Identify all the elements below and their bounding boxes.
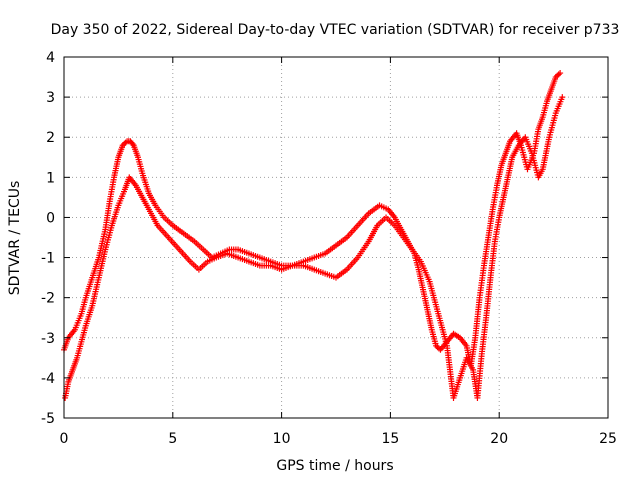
y-tick-label: -4 <box>41 371 55 387</box>
x-tick-label: 10 <box>273 431 291 447</box>
x-tick-label: 5 <box>168 431 177 447</box>
y-tick-label: -5 <box>41 411 55 427</box>
y-tick-label: -1 <box>41 251 55 267</box>
y-axis-label: SDTVAR / TECUs <box>7 181 23 296</box>
axis-ticks: 0 5 10 15 20 25 -5 -4 -3 -2 -1 0 1 2 3 4 <box>41 50 617 447</box>
x-tick-label: 0 <box>60 431 69 447</box>
plot-frame <box>63 56 609 419</box>
data-point <box>559 94 566 101</box>
y-tick-label: -3 <box>41 331 55 347</box>
data-point <box>129 140 136 147</box>
y-tick-label: 3 <box>46 90 55 106</box>
grid-lines <box>64 57 608 418</box>
y-tick-label: 0 <box>46 210 55 226</box>
data-point <box>557 70 564 77</box>
x-tick-label: 20 <box>490 431 508 447</box>
y-tick-label: 2 <box>46 130 55 146</box>
y-tick-label: 4 <box>46 50 55 66</box>
y-tick-label: 1 <box>46 170 55 186</box>
x-axis-label: GPS time / hours <box>276 458 393 474</box>
y-tick-label: -2 <box>41 291 55 307</box>
chart-title: Day 350 of 2022, Sidereal Day-to-day VTE… <box>51 22 620 38</box>
x-tick-label: 15 <box>381 431 399 447</box>
data-points <box>61 70 566 401</box>
x-tick-label: 25 <box>599 431 617 447</box>
